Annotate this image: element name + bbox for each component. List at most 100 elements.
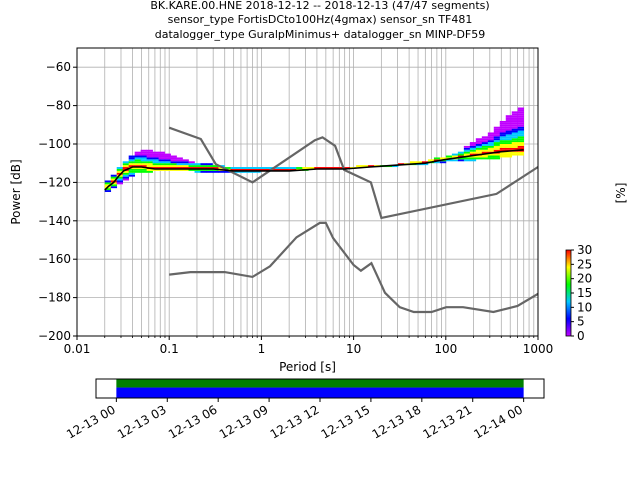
density-cell	[158, 165, 165, 168]
density-cell	[236, 170, 243, 173]
density-cell	[499, 145, 507, 148]
density-cell	[224, 170, 231, 173]
coverage-bar-blue	[116, 387, 524, 398]
density-cell	[200, 163, 207, 166]
density-cell	[200, 170, 207, 173]
density-cell	[326, 167, 333, 169]
density-cell	[230, 168, 237, 171]
density-cell	[128, 163, 135, 166]
density-cell	[499, 140, 507, 143]
density-cell	[320, 167, 327, 169]
density-cell	[499, 122, 507, 125]
density-cell	[481, 144, 489, 146]
density-cell	[128, 174, 135, 177]
density-cell	[122, 161, 129, 164]
density-cell	[260, 167, 267, 169]
density-cell	[152, 153, 159, 156]
density-cell	[493, 147, 501, 150]
density-cell	[475, 145, 483, 148]
density-cell	[170, 157, 177, 160]
density-cell	[505, 136, 513, 139]
density-cell	[164, 155, 171, 158]
y-axis-label: Power [dB]	[9, 159, 23, 224]
density-cell	[140, 170, 147, 173]
density-cell	[505, 115, 513, 118]
density-cell	[182, 167, 189, 169]
density-cell	[116, 176, 124, 179]
density-cell	[469, 145, 477, 148]
y-tick-label: −140	[38, 214, 71, 228]
density-cell	[152, 157, 159, 160]
density-cell	[481, 145, 489, 148]
density-cell	[104, 188, 112, 191]
density-cell	[176, 159, 183, 162]
density-cell	[493, 136, 501, 139]
density-cell	[469, 142, 477, 144]
density-cell	[122, 178, 129, 181]
density-cell	[122, 163, 129, 166]
density-cell	[362, 165, 369, 168]
density-cell	[188, 167, 195, 169]
density-cell	[128, 157, 135, 160]
density-cell	[170, 161, 177, 164]
ppsd-plot-area: 0.01 0.1 1 10 100 1000 −60 −80 −100 −120 −140 −160 −…	[9, 47, 553, 374]
density-cell	[128, 159, 135, 162]
density-cell	[128, 170, 135, 173]
density-cell	[140, 161, 147, 164]
density-cell	[415, 161, 423, 164]
density-cell	[469, 151, 477, 154]
density-cell	[164, 163, 171, 166]
y-tick-label: −60	[46, 60, 71, 74]
density-cell	[254, 167, 261, 169]
density-cell	[164, 153, 171, 156]
density-cell	[158, 168, 165, 171]
density-cell	[457, 151, 465, 154]
density-cell	[505, 155, 513, 158]
density-cell	[505, 117, 513, 120]
density-cell	[188, 163, 195, 166]
density-cell	[116, 178, 124, 181]
density-cell	[200, 165, 207, 168]
density-cell	[110, 174, 118, 177]
density-cell	[475, 138, 483, 141]
density-cell	[248, 167, 255, 169]
y-tick-label: −100	[38, 137, 71, 151]
density-cell	[487, 153, 495, 156]
density-cell	[421, 163, 429, 166]
density-cell	[314, 167, 321, 169]
density-cell	[278, 167, 285, 169]
density-cell	[164, 167, 171, 169]
density-cell	[511, 142, 519, 144]
density-cell	[499, 130, 507, 133]
density-cell	[493, 155, 501, 158]
density-cell	[511, 122, 519, 125]
density-cell	[188, 165, 195, 168]
density-cell	[463, 145, 471, 148]
density-cell	[493, 142, 501, 144]
density-cell	[254, 168, 261, 171]
density-cell	[517, 115, 525, 118]
density-cell	[188, 168, 195, 171]
density-cell	[511, 124, 519, 127]
density-cell	[511, 144, 519, 146]
noise-model-low-line	[169, 221, 538, 314]
density-cell	[499, 138, 507, 141]
density-cell	[445, 159, 453, 162]
density-cell	[505, 142, 513, 144]
density-cell	[499, 144, 507, 146]
density-cell	[469, 159, 477, 162]
density-cell	[170, 159, 177, 162]
density-cell	[463, 147, 471, 150]
density-cell	[499, 151, 507, 154]
density-cell	[146, 165, 153, 168]
density-cell	[517, 117, 525, 120]
density-cell	[248, 170, 255, 173]
density-cell	[104, 190, 112, 192]
density-cell	[517, 142, 525, 144]
density-cell	[481, 138, 489, 141]
density-cell	[493, 153, 501, 156]
x-tick-label: 10	[346, 342, 361, 356]
timeline-tick-label: 12-13 06	[166, 402, 220, 441]
density-cell	[499, 136, 507, 139]
